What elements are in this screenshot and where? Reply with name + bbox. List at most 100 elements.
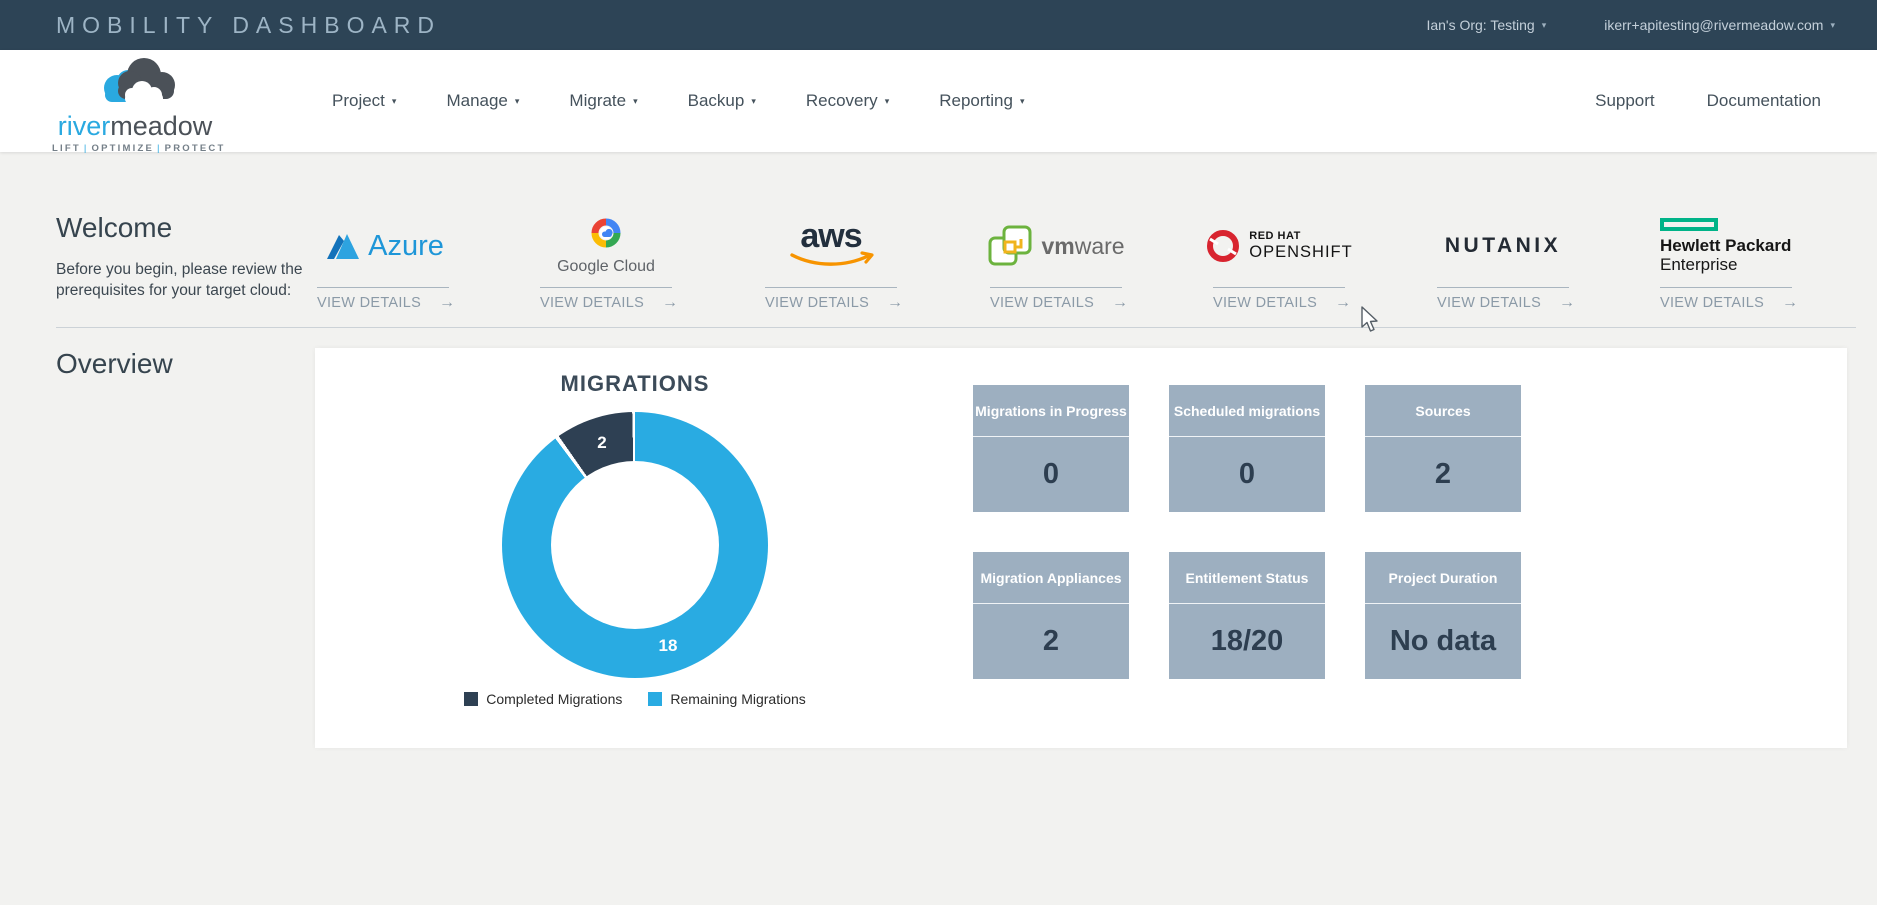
- menu-backup[interactable]: Backup ▾: [688, 91, 756, 111]
- provider-google-cloud: Google Cloud VIEW DETAILS →: [540, 205, 678, 312]
- vmware-ware: ware: [1074, 232, 1125, 259]
- aws-wordmark: aws: [800, 217, 862, 256]
- google-cloud-logo: Google Cloud: [540, 205, 672, 287]
- chevron-down-icon: ▾: [391, 95, 397, 106]
- tile-value: 2: [1042, 625, 1060, 657]
- app-title: MOBILITY DASHBOARD: [56, 11, 442, 38]
- azure-icon: [327, 234, 360, 259]
- chevron-down-icon: ▾: [1541, 19, 1547, 30]
- tile-project-duration[interactable]: Project Duration No data: [1365, 552, 1521, 679]
- view-details-label: VIEW DETAILS: [990, 295, 1095, 311]
- topbar-right: Ian's Org: Testing ▾ ikerr+apitesting@ri…: [1426, 17, 1835, 33]
- rivermeadow-logo[interactable]: rivermeadow LIFT | OPTIMIZE | PROTECT: [52, 55, 223, 154]
- menu-project-label: Project: [332, 91, 385, 110]
- section-divider: [56, 327, 1856, 328]
- tile-label: Scheduled migrations: [1169, 385, 1325, 437]
- legend-remaining[interactable]: Remaining Migrations: [648, 691, 806, 707]
- vmware-wordmark: vmware: [1041, 233, 1124, 260]
- vmware-logo: vmware: [988, 205, 1125, 287]
- welcome-intro: Before you begin, please review the prer…: [56, 259, 302, 301]
- chevron-down-icon: ▾: [1830, 19, 1835, 30]
- chevron-down-icon: ▾: [884, 95, 890, 106]
- view-details-hpe[interactable]: VIEW DETAILS →: [1660, 287, 1798, 312]
- hpe-wordmark-line1: Hewlett Packard: [1660, 236, 1792, 255]
- documentation-link[interactable]: Documentation: [1706, 91, 1821, 110]
- tile-value: No data: [1389, 625, 1497, 657]
- brand-tagline: LIFT | OPTIMIZE | PROTECT: [52, 143, 223, 154]
- legend-swatch-completed: [464, 692, 479, 706]
- arrow-right-icon: →: [887, 294, 904, 311]
- welcome-intro-line2: prerequisites for your target cloud:: [56, 282, 292, 299]
- support-link[interactable]: Support: [1595, 91, 1655, 110]
- view-details-label: VIEW DETAILS: [317, 295, 422, 311]
- tagline-separator: |: [157, 143, 162, 154]
- arrow-right-icon: →: [1112, 294, 1129, 311]
- migrations-donut-chart[interactable]: 2 18: [502, 412, 768, 678]
- tagline-separator: |: [83, 143, 89, 154]
- legend-completed-label: Completed Migrations: [486, 691, 623, 707]
- overview-heading: Overview: [56, 348, 173, 379]
- view-details-openshift[interactable]: VIEW DETAILS →: [1213, 287, 1351, 312]
- openshift-icon: [1207, 230, 1240, 262]
- legend-remaining-label: Remaining Migrations: [670, 691, 806, 707]
- secondary-links: Support Documentation: [1595, 50, 1821, 152]
- view-details-label: VIEW DETAILS: [765, 295, 870, 311]
- tile-scheduled-migrations[interactable]: Scheduled migrations 0: [1169, 385, 1325, 512]
- chevron-down-icon: ▾: [633, 95, 638, 106]
- mouse-cursor-icon: [1361, 306, 1378, 332]
- legend-completed[interactable]: Completed Migrations: [464, 691, 622, 707]
- tile-value: 18/20: [1210, 625, 1284, 657]
- provider-redhat-openshift: RED HAT OPENSHIFT VIEW DETAILS →: [1207, 205, 1352, 312]
- view-details-label: VIEW DETAILS: [1437, 295, 1542, 311]
- view-details-azure[interactable]: VIEW DETAILS →: [317, 287, 455, 312]
- vmware-vm: vm: [1041, 232, 1075, 259]
- menu-migrate[interactable]: Migrate ▾: [569, 91, 637, 111]
- menu-reporting-label: Reporting: [939, 91, 1013, 110]
- menu-manage[interactable]: Manage ▾: [446, 91, 519, 111]
- openshift-logo: RED HAT OPENSHIFT: [1207, 205, 1352, 287]
- chevron-down-icon: ▾: [751, 95, 756, 106]
- main-menu: Project ▾ Manage ▾ Migrate ▾ Backup ▾ Recove…: [332, 50, 1024, 152]
- arrow-right-icon: →: [1559, 294, 1576, 311]
- tile-migration-appliances[interactable]: Migration Appliances 2: [973, 552, 1129, 679]
- tile-sources[interactable]: Sources 2: [1365, 385, 1521, 512]
- menu-recovery[interactable]: Recovery ▾: [806, 91, 889, 111]
- tagline-lift: LIFT: [52, 143, 81, 154]
- view-details-nutanix[interactable]: VIEW DETAILS →: [1437, 287, 1575, 312]
- chart-legend: Completed Migrations Remaining Migration…: [375, 691, 895, 707]
- chevron-down-icon: ▾: [514, 95, 520, 106]
- menu-migrate-label: Migrate: [569, 91, 627, 110]
- arrow-right-icon: →: [662, 294, 679, 311]
- vmware-vsphere-icon: [988, 225, 1032, 266]
- org-dropdown[interactable]: Ian's Org: Testing ▾: [1426, 17, 1546, 33]
- menu-reporting[interactable]: Reporting ▾: [939, 91, 1024, 111]
- aws-logo: aws: [765, 205, 897, 287]
- brand-river: river: [57, 111, 111, 141]
- arrow-right-icon: →: [1335, 294, 1352, 311]
- tile-migrations-in-progress[interactable]: Migrations in Progress 0: [973, 385, 1129, 512]
- tile-entitlement-status[interactable]: Entitlement Status 18/20: [1169, 552, 1325, 679]
- nutanix-logo: NUTANIX: [1437, 205, 1569, 287]
- menu-project[interactable]: Project ▾: [332, 91, 396, 111]
- stat-tiles: Migrations in Progress 0 Scheduled migra…: [973, 385, 1521, 679]
- hpe-rect-icon: [1660, 218, 1718, 231]
- tile-label: Migrations in Progress: [973, 385, 1129, 437]
- tile-label: Sources: [1365, 385, 1521, 437]
- provider-azure: Azure VIEW DETAILS →: [317, 205, 455, 312]
- provider-nutanix: NUTANIX VIEW DETAILS →: [1437, 205, 1575, 312]
- nutanix-wordmark: NUTANIX: [1444, 234, 1562, 257]
- tile-value: 2: [1434, 458, 1452, 490]
- remaining-slice-value: 18: [658, 636, 678, 655]
- azure-logo: Azure: [317, 205, 449, 287]
- user-dropdown-label: ikerr+apitesting@rivermeadow.com: [1604, 17, 1824, 33]
- user-dropdown[interactable]: ikerr+apitesting@rivermeadow.com ▾: [1604, 17, 1835, 33]
- view-details-google-cloud[interactable]: VIEW DETAILS →: [540, 287, 678, 312]
- brand-meadow: meadow: [110, 111, 213, 141]
- legend-swatch-remaining: [648, 692, 663, 706]
- view-details-aws[interactable]: VIEW DETAILS →: [765, 287, 903, 312]
- brand-wordmark: rivermeadow: [52, 113, 218, 140]
- view-details-label: VIEW DETAILS: [540, 295, 645, 311]
- hpe-logo: Hewlett Packard Enterprise: [1660, 205, 1792, 287]
- view-details-vmware[interactable]: VIEW DETAILS →: [990, 287, 1128, 312]
- org-dropdown-label: Ian's Org: Testing: [1426, 17, 1535, 33]
